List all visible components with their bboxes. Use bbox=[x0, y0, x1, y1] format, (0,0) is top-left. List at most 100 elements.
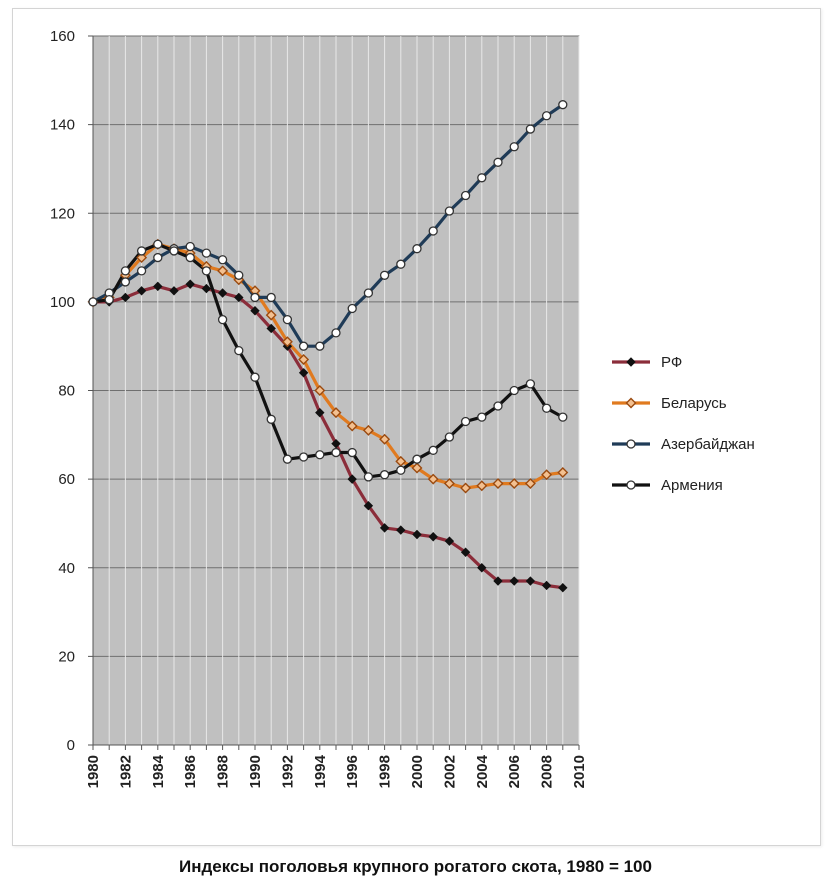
data-point bbox=[314, 385, 326, 396]
data-point bbox=[185, 241, 195, 252]
data-point bbox=[396, 259, 406, 269]
data-point bbox=[120, 266, 131, 276]
data-point bbox=[444, 206, 455, 216]
x-axis-tick-labels: 1980 1982 1984 1986 1988 1990 1992 1994 1996 1998… bbox=[85, 754, 588, 788]
data-point bbox=[508, 478, 520, 490]
data-point bbox=[201, 283, 212, 294]
y-tick-label: 60 bbox=[58, 471, 75, 488]
legend-label: РФ bbox=[661, 354, 682, 371]
data-point bbox=[509, 385, 519, 396]
y-tick-label: 0 bbox=[67, 737, 75, 754]
data-point bbox=[493, 401, 503, 411]
data-point bbox=[298, 341, 309, 351]
data-point bbox=[185, 279, 195, 289]
data-point bbox=[217, 255, 228, 265]
x-tick-label: 2002 bbox=[441, 755, 458, 788]
data-point bbox=[396, 525, 406, 535]
data-point bbox=[379, 523, 390, 533]
data-point bbox=[185, 252, 195, 263]
data-point bbox=[412, 529, 422, 540]
x-tick-label: 2010 bbox=[571, 755, 588, 788]
x-tick-label: 1992 bbox=[279, 755, 296, 788]
legend-label: Беларусь bbox=[661, 395, 727, 412]
y-tick-label: 20 bbox=[58, 648, 75, 665]
data-point bbox=[363, 472, 374, 482]
chart-title: Индексы поголовья крупного рогатого скот… bbox=[179, 857, 652, 876]
legend-item-3: Армения bbox=[612, 477, 723, 494]
data-point bbox=[428, 532, 438, 542]
data-point bbox=[411, 462, 423, 474]
data-point bbox=[427, 473, 439, 485]
legend-swatch-marker bbox=[626, 439, 636, 449]
data-point bbox=[315, 407, 325, 418]
x-tick-label: 2004 bbox=[474, 754, 491, 788]
series-markers-3 bbox=[88, 239, 568, 482]
data-point bbox=[558, 582, 568, 593]
data-point bbox=[524, 478, 536, 490]
data-point bbox=[525, 379, 536, 389]
data-point bbox=[363, 288, 374, 298]
x-tick-label: 1998 bbox=[377, 755, 394, 788]
x-tick-label: 2008 bbox=[539, 755, 556, 788]
y-tick-label: 120 bbox=[50, 205, 75, 222]
data-point bbox=[477, 563, 487, 573]
data-point bbox=[136, 266, 147, 276]
data-point bbox=[330, 407, 342, 419]
data-point bbox=[266, 414, 276, 424]
axes bbox=[88, 35, 580, 750]
data-point bbox=[88, 297, 98, 307]
data-point bbox=[104, 295, 114, 305]
data-point bbox=[234, 270, 244, 280]
data-point bbox=[477, 173, 487, 183]
series-markers-0 bbox=[88, 279, 568, 593]
legend-swatch-marker bbox=[626, 480, 636, 490]
data-point bbox=[525, 576, 536, 586]
data-point bbox=[265, 309, 277, 321]
data-point bbox=[217, 314, 228, 325]
data-point bbox=[153, 239, 163, 249]
data-point bbox=[460, 190, 471, 201]
data-point bbox=[346, 420, 358, 432]
data-point bbox=[509, 576, 519, 586]
x-tick-label: 1996 bbox=[344, 755, 361, 788]
data-point bbox=[136, 286, 147, 296]
data-point bbox=[282, 314, 293, 325]
data-point bbox=[136, 252, 148, 264]
x-tick-label: 1986 bbox=[182, 755, 199, 788]
data-point bbox=[460, 482, 472, 494]
y-tick-label: 100 bbox=[50, 294, 75, 311]
x-tick-label: 1984 bbox=[150, 754, 167, 788]
data-point bbox=[153, 281, 163, 292]
data-point bbox=[298, 452, 309, 462]
data-point bbox=[493, 576, 503, 586]
data-point bbox=[331, 438, 341, 449]
data-point bbox=[541, 403, 552, 413]
data-point bbox=[266, 292, 276, 303]
data-point bbox=[460, 416, 471, 427]
data-point bbox=[525, 124, 536, 134]
data-point bbox=[234, 345, 244, 356]
data-point bbox=[153, 252, 163, 263]
legend-label: Армения bbox=[661, 477, 723, 494]
data-point bbox=[169, 286, 179, 296]
data-point bbox=[120, 292, 131, 303]
data-point bbox=[557, 466, 569, 478]
data-point bbox=[541, 111, 552, 121]
data-point bbox=[428, 226, 438, 236]
data-point bbox=[234, 292, 244, 303]
data-point bbox=[281, 336, 293, 348]
y-tick-label: 160 bbox=[50, 28, 75, 45]
data-point bbox=[331, 447, 341, 458]
data-point bbox=[169, 246, 179, 256]
y-tick-label: 80 bbox=[58, 383, 75, 400]
data-point bbox=[379, 433, 391, 445]
data-point bbox=[428, 445, 438, 455]
x-tick-label: 2000 bbox=[409, 755, 426, 788]
data-point bbox=[315, 450, 325, 460]
legend-swatch-marker bbox=[625, 397, 637, 409]
data-point bbox=[315, 341, 325, 351]
data-point bbox=[558, 412, 568, 422]
data-point bbox=[347, 447, 357, 458]
data-point bbox=[250, 306, 260, 316]
